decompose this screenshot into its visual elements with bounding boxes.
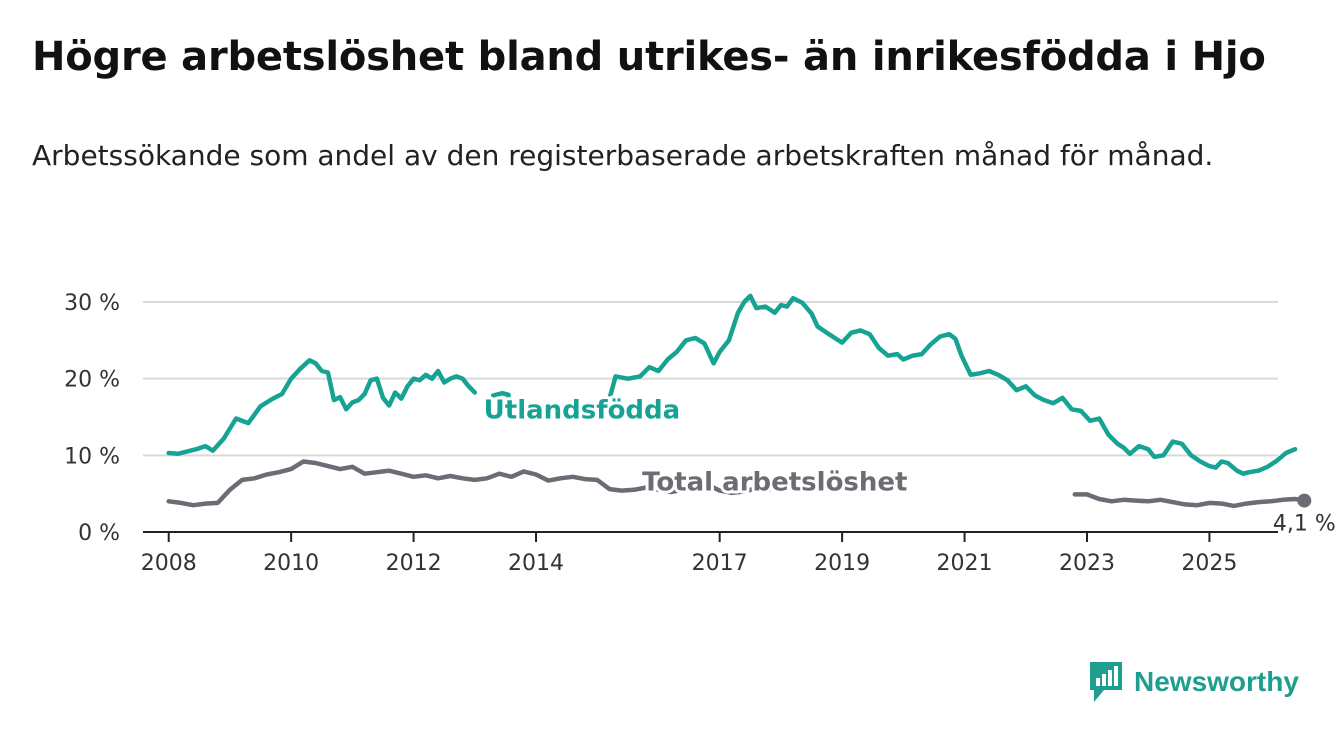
x-tick-label: 2019	[814, 551, 870, 576]
x-tick-label: 2012	[386, 551, 442, 576]
newsworthy-logo-icon	[1090, 662, 1122, 702]
y-tick-label: 20 %	[64, 368, 120, 393]
series-label: Total arbetslöshet	[642, 468, 907, 498]
series-line-utlandsfödda	[490, 390, 511, 398]
end-value-label: 4,1 %	[1273, 512, 1336, 537]
series-label: Utlandsfödda	[484, 396, 681, 426]
x-tick-label: 2025	[1181, 551, 1237, 576]
x-tick-label: 2008	[141, 551, 197, 576]
series-line-utlandsfödda	[607, 293, 1298, 476]
y-tick-label: 0 %	[78, 521, 120, 546]
grid-lines	[143, 301, 1278, 457]
x-tick-label: 2017	[692, 551, 748, 576]
chart-title: Högre arbetslöshet bland utrikes- än inr…	[32, 34, 1266, 80]
line-chart: 0 % 10 % 20 % 30 % 2008 2010 2012 2014 2017 2019 2…	[64, 291, 1338, 576]
end-marker-dot	[1297, 493, 1312, 508]
x-tick-label: 2010	[263, 551, 319, 576]
end-marker-group: 4,1 %	[1270, 493, 1338, 539]
series-line-total-arbetslöshet	[166, 459, 771, 508]
newsworthy-logo-text: Newsworthy	[1134, 666, 1299, 697]
axes: 0 % 10 % 20 % 30 % 2008 2010 2012 2014 2017 2019 2…	[64, 291, 1278, 576]
newsworthy-logo: Newsworthy	[1088, 660, 1299, 704]
series-line-utlandsfödda	[166, 358, 478, 457]
y-tick-label: 30 %	[64, 291, 120, 316]
series-lines	[166, 293, 1310, 509]
series-line-total-arbetslöshet	[1072, 492, 1310, 509]
series-labels: Utlandsfödda Total arbetslöshet	[481, 393, 911, 501]
x-tick-label: 2014	[508, 551, 564, 576]
chart-subtitle: Arbetssökande som andel av den registerb…	[32, 139, 1214, 172]
x-tick-label: 2021	[937, 551, 993, 576]
y-tick-label: 10 %	[64, 444, 120, 469]
x-tick-label: 2023	[1059, 551, 1115, 576]
